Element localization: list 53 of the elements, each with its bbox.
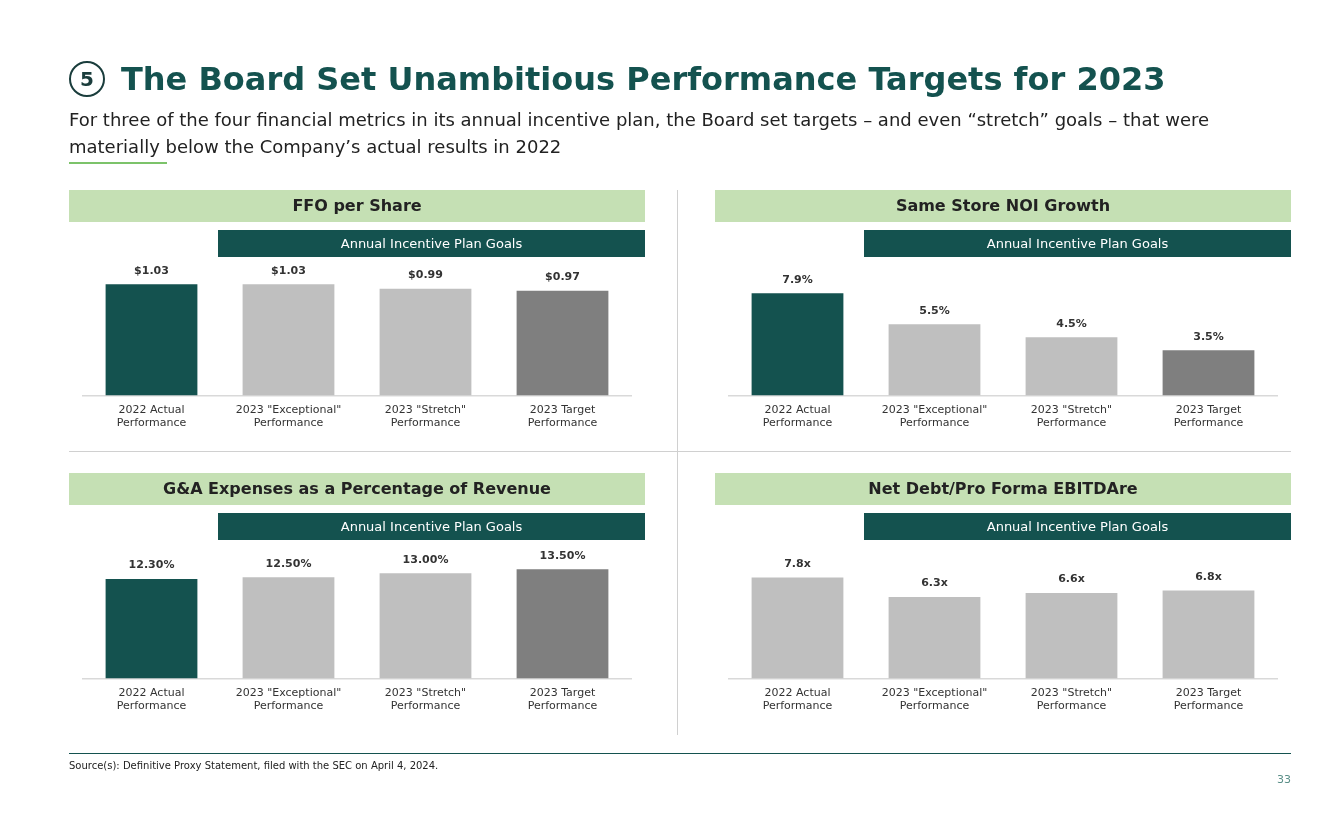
bar xyxy=(751,577,844,679)
data-label: 4.5% xyxy=(1056,316,1087,330)
bar xyxy=(1025,337,1118,396)
data-label: 7.9% xyxy=(782,272,813,286)
x-tick-label: 2023 Target Performance xyxy=(1173,403,1244,430)
x-tick-label: 2023 "Stretch" Performance xyxy=(384,403,467,430)
text: Annual Incentive Plan Goals xyxy=(218,230,645,257)
text: Annual Incentive Plan Goals xyxy=(218,513,645,540)
chart-title: G&A Expenses as a Percentage of Revenue xyxy=(69,473,645,505)
data-label: 6.8x xyxy=(1195,569,1222,583)
data-label: $1.03 xyxy=(271,263,306,277)
x-tick-label: 2023 "Exceptional" Performance xyxy=(881,686,988,713)
x-tick-label: 2023 "Exceptional" Performance xyxy=(235,403,342,430)
x-tick-label: 2023 Target Performance xyxy=(1173,686,1244,713)
bar xyxy=(751,293,844,396)
data-label: $0.97 xyxy=(545,270,580,284)
x-tick-label: 2023 "Exceptional" Performance xyxy=(235,686,342,713)
data-label: $1.03 xyxy=(134,263,169,277)
data-label: $0.99 xyxy=(408,268,443,282)
bar xyxy=(1162,350,1255,396)
data-label: 13.00% xyxy=(402,552,449,566)
data-label: 6.6x xyxy=(1058,572,1085,586)
x-tick-label: 2023 Target Performance xyxy=(527,686,598,713)
chart-title: FFO per Share xyxy=(69,190,645,222)
x-tick-label: 2023 "Stretch" Performance xyxy=(1030,403,1113,430)
bar xyxy=(888,596,981,679)
x-tick-label: 2022 Actual Performance xyxy=(762,403,833,430)
x-tick-label: 2023 "Stretch" Performance xyxy=(384,686,467,713)
text: 33 xyxy=(1277,773,1291,786)
bar xyxy=(888,324,981,396)
data-label: 3.5% xyxy=(1193,329,1224,343)
data-label: 5.5% xyxy=(919,303,950,317)
data-label: 12.50% xyxy=(265,556,312,570)
bar xyxy=(1025,593,1118,679)
text: The Board Set Unambitious Performance Targets for 2023 xyxy=(121,60,1166,98)
bar xyxy=(1162,590,1255,679)
data-label: 6.3x xyxy=(921,576,948,590)
x-tick-label: 2022 Actual Performance xyxy=(116,403,187,430)
text: Annual Incentive Plan Goals xyxy=(864,513,1291,540)
chart-title: Net Debt/Pro Forma EBITDAre xyxy=(715,473,1291,505)
x-tick-label: 2022 Actual Performance xyxy=(762,686,833,713)
data-label: 12.30% xyxy=(128,558,175,572)
source-note: Source(s): Definitive Proxy Statement, filed with the SEC on April 4, 2024. xyxy=(69,760,439,771)
chart-title: Same Store NOI Growth xyxy=(715,190,1291,222)
text: 5 xyxy=(69,61,105,97)
x-tick-label: 2023 "Stretch" Performance xyxy=(1030,686,1113,713)
text: Annual Incentive Plan Goals xyxy=(864,230,1291,257)
x-tick-label: 2023 Target Performance xyxy=(527,403,598,430)
data-label: 7.8x xyxy=(784,556,811,570)
text: For three of the four financial metrics in its annual incentive plan, the Board set targets – and even “stretch” goals – that were materially below the Company’s actual results in 2022 xyxy=(69,108,1211,159)
x-tick-label: 2022 Actual Performance xyxy=(116,686,187,713)
x-tick-label: 2023 "Exceptional" Performance xyxy=(881,403,988,430)
data-label: 13.50% xyxy=(539,548,586,562)
